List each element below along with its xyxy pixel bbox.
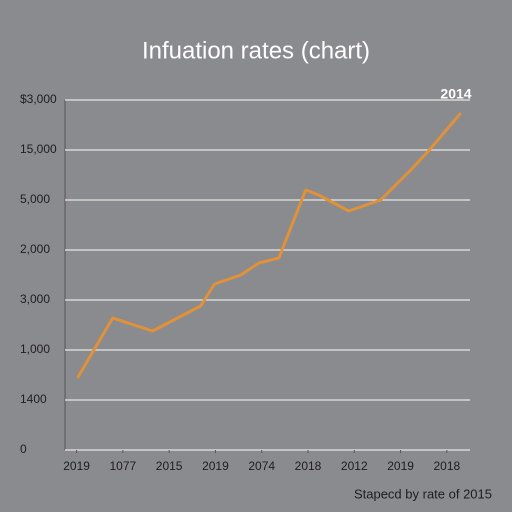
x-tick-label: 2074 xyxy=(248,459,275,473)
x-tick-label: 1077 xyxy=(110,459,137,473)
y-tick-label: 5,000 xyxy=(20,192,50,206)
y-tick-label: 15,000 xyxy=(20,142,57,156)
x-tick-label: 2019 xyxy=(202,459,229,473)
chart-title: Infuation rates (chart) xyxy=(142,37,370,64)
y-tick-label: 3,000 xyxy=(20,292,50,306)
annotation: 2014 xyxy=(440,86,471,102)
data-line xyxy=(76,112,462,379)
y-tick-label: 0 xyxy=(20,442,27,456)
x-tick-label: 2019 xyxy=(63,459,90,473)
x-tick-label: 2012 xyxy=(341,459,368,473)
x-tick-label: 2019 xyxy=(387,459,414,473)
y-tick-label: 2,000 xyxy=(20,242,50,256)
y-tick-label: 1400 xyxy=(20,392,47,406)
y-tick-label: 1,000 xyxy=(20,342,50,356)
x-tick-label: 2018 xyxy=(434,459,461,473)
y-tick-label: $3,000 xyxy=(20,92,57,106)
x-tick-label: 2015 xyxy=(156,459,183,473)
x-tick-label: 2018 xyxy=(295,459,322,473)
footnote: Stapecd by rate of 2015 xyxy=(354,486,492,501)
